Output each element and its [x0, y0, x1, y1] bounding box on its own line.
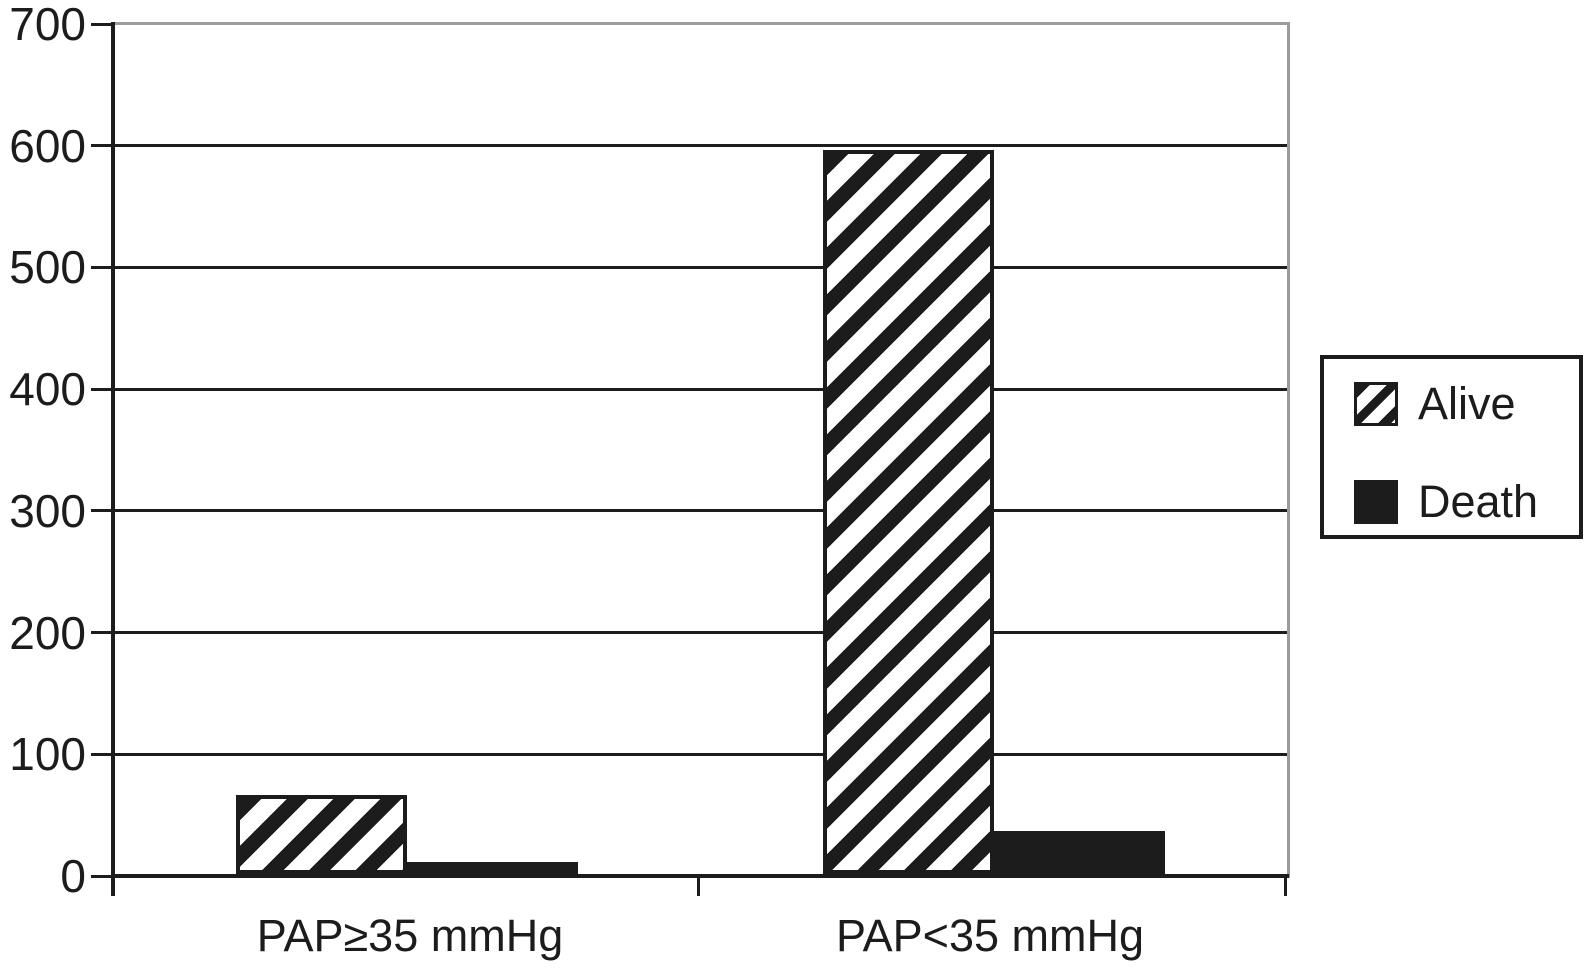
y-axis-label-0: 0	[60, 850, 86, 902]
bar-death-cat1	[993, 831, 1165, 874]
y-axis-line	[111, 22, 115, 896]
death-solid-swatch-icon	[1354, 480, 1398, 524]
y-axis-tick-300	[91, 509, 113, 513]
legend-item-alive: Alive	[1354, 381, 1579, 427]
gridline-500	[115, 265, 1287, 269]
legend-item-death: Death	[1354, 479, 1579, 525]
gridline-600	[115, 144, 1287, 148]
category-label-pap-lt-35: PAP<35 mmHg	[835, 910, 1145, 961]
plot-area	[113, 22, 1287, 874]
y-axis-tick-400	[91, 387, 113, 391]
legend-label-alive: Alive	[1418, 378, 1516, 429]
x-axis-tick-right	[1284, 876, 1287, 896]
y-axis-tick-700	[91, 22, 113, 26]
category-label-pap-ge-35: PAP≥35 mmHg	[256, 910, 564, 961]
y-axis-label-500: 500	[9, 241, 86, 294]
y-axis-tick-100	[91, 752, 113, 756]
gridline-400	[115, 387, 1287, 391]
gridline-100	[115, 752, 1287, 756]
y-axis-tick-200	[91, 631, 113, 635]
y-axis-label-700: 700	[9, 0, 86, 50]
plot-border-right	[1287, 22, 1290, 878]
alive-hatched-swatch-icon	[1354, 382, 1398, 426]
bar-alive-cat0	[235, 795, 407, 874]
y-axis-label-100: 100	[9, 728, 86, 781]
y-axis-label-600: 600	[9, 119, 86, 172]
y-axis-label-200: 200	[9, 606, 86, 659]
y-axis-tick-0	[91, 874, 113, 878]
y-axis-tick-600	[91, 144, 113, 148]
x-axis-line	[111, 874, 1289, 878]
y-axis-tick-500	[91, 265, 113, 269]
legend: Alive Death	[1320, 355, 1583, 539]
legend-label-death: Death	[1418, 476, 1539, 527]
bar-death-cat0	[406, 862, 578, 874]
gridline-200	[115, 631, 1287, 635]
y-axis-label-300: 300	[9, 484, 86, 537]
y-axis-label-400: 400	[9, 363, 86, 416]
bar-alive-cat1	[822, 150, 994, 874]
gridline-300	[115, 509, 1287, 513]
x-axis-tick-mid	[697, 876, 700, 896]
plot-border-top	[115, 22, 1290, 25]
